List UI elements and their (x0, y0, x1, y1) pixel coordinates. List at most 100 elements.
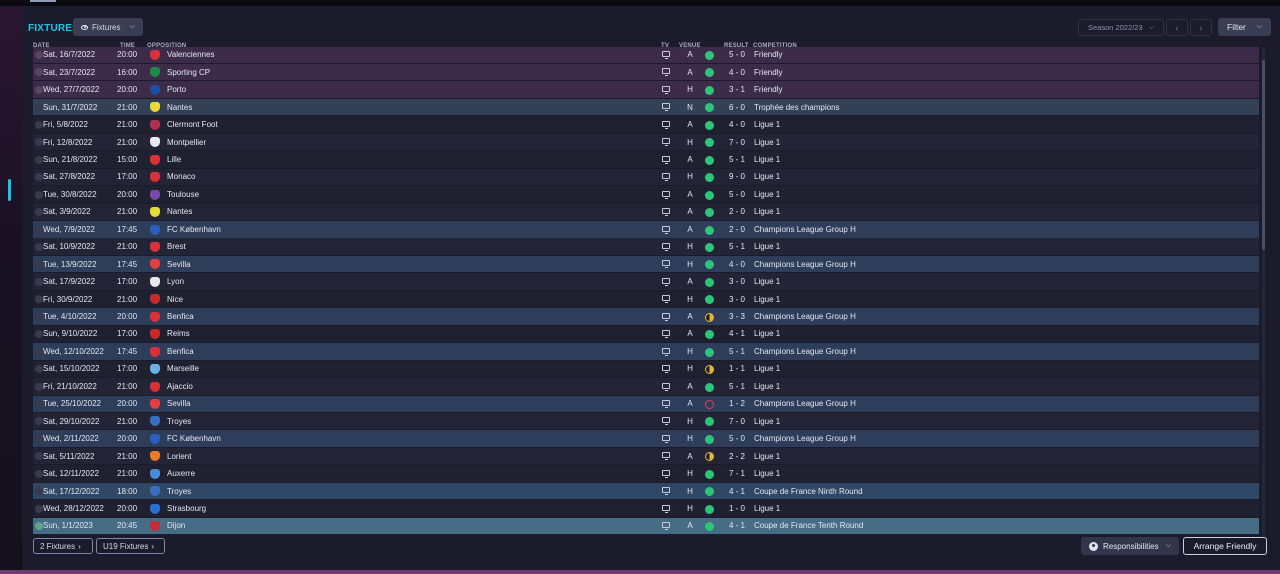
competition-link[interactable]: Friendly (754, 85, 783, 95)
competition-link[interactable]: Ligue 1 (754, 364, 781, 374)
opposition-link[interactable]: Nice (167, 294, 184, 304)
responsibilities-button[interactable]: Responsibilities ⌵ (1081, 537, 1179, 555)
competition-link[interactable]: Ligue 1 (754, 381, 781, 391)
opposition-link[interactable]: Lille (167, 154, 182, 164)
fixture-row[interactable]: Fri, 5/8/2022 21:00 Clermont Foot A 4 - 0 Lig… (33, 116, 1259, 133)
opposition-link[interactable]: Troyes (167, 416, 192, 426)
fixture-score[interactable]: 7 - 0 (728, 416, 745, 426)
fixture-row[interactable]: Wed, 2/11/2022 20:00 FC København H 5 - 0 Cha… (33, 430, 1259, 447)
competition-link[interactable]: Champions League Group H (754, 312, 856, 321)
competition-link[interactable]: Champions League Group H (754, 399, 856, 409)
competition-link[interactable]: Ligue 1 (754, 207, 781, 217)
competition-link[interactable]: Ligue 1 (754, 416, 781, 426)
competition-link[interactable]: Ligue 1 (754, 503, 781, 513)
season-selector[interactable]: Season 2022/23 ⌵ (1078, 19, 1164, 36)
fixture-row[interactable]: Sun, 1/1/2023 20:45 Dijon A 4 - 1 Coupe de Fr… (33, 517, 1259, 535)
left-navigation-rail[interactable] (0, 6, 22, 574)
fixture-row[interactable]: Fri, 21/10/2022 21:00 Ajaccio A 5 - 1 Ligue 1 (33, 378, 1259, 395)
opposition-link[interactable]: Porto (167, 85, 187, 95)
fixture-row[interactable]: Tue, 30/8/2022 20:00 Toulouse A 5 - 0 Ligue 1 (33, 186, 1259, 203)
competition-link[interactable]: Ligue 1 (754, 451, 781, 461)
fixture-row[interactable]: Sat, 29/10/2022 21:00 Troyes H 7 - 0 Ligue 1 (33, 412, 1259, 430)
column-header-time[interactable]: TIME (120, 43, 136, 49)
competition-link[interactable]: Ligue 1 (754, 469, 781, 479)
fixture-score[interactable]: 5 - 0 (728, 434, 745, 444)
competition-link[interactable]: Coupe de France Ninth Round (754, 486, 863, 496)
fixture-row[interactable]: Wed, 27/7/2022 20:00 Porto H 3 - 1 Friendly (33, 81, 1259, 98)
fixture-row[interactable]: Sat, 5/11/2022 21:00 Lorient A 2 - 2 Ligue 1 (33, 447, 1259, 465)
fixture-score[interactable]: 2 - 2 (728, 451, 745, 461)
opposition-link[interactable]: Sevilla (167, 259, 191, 269)
column-header-result[interactable]: RESULT (724, 43, 749, 49)
opposition-link[interactable]: Troyes (167, 486, 192, 496)
opposition-link[interactable]: Benfica (167, 346, 194, 356)
fixture-row[interactable]: Fri, 12/8/2022 21:00 Montpellier H 7 - 0 Ligu… (33, 133, 1259, 151)
competition-link[interactable]: Ligue 1 (754, 329, 781, 339)
competition-link[interactable]: Ligue 1 (754, 242, 781, 252)
fixture-row[interactable]: Sat, 3/9/2022 21:00 Nantes A 2 - 0 Ligue 1 (33, 203, 1259, 221)
fixture-score[interactable]: 2 - 0 (728, 224, 745, 234)
fixture-row[interactable]: Sat, 15/10/2022 17:00 Marseille H 1 - 1 Ligue… (33, 360, 1259, 378)
opposition-link[interactable]: Clermont Foot (167, 120, 218, 130)
fixture-score[interactable]: 5 - 1 (728, 242, 745, 252)
competition-link[interactable]: Champions League Group H (754, 259, 856, 269)
fixture-score[interactable]: 5 - 1 (728, 381, 745, 391)
fixture-row[interactable]: Sat, 17/12/2022 18:00 Troyes H 4 - 1 Coupe de… (33, 482, 1259, 500)
competition-link[interactable]: Ligue 1 (754, 277, 781, 287)
previous-season-button[interactable]: ‹ (1166, 19, 1188, 36)
fixture-score[interactable]: 5 - 1 (728, 154, 745, 164)
fixture-row[interactable]: Fri, 30/9/2022 21:00 Nice H 3 - 0 Ligue 1 (33, 290, 1259, 308)
fixture-score[interactable]: 4 - 0 (728, 259, 745, 269)
fixture-score[interactable]: 3 - 0 (728, 277, 745, 287)
opposition-link[interactable]: Strasbourg (167, 503, 207, 513)
competition-link[interactable]: Champions League Group H (754, 434, 856, 444)
fixture-score[interactable]: 1 - 2 (728, 399, 745, 409)
u19-fixtures-button[interactable]: U19 Fixtures › (96, 538, 165, 554)
opposition-link[interactable]: Sevilla (167, 399, 191, 409)
competition-link[interactable]: Coupe de France Tenth Round (754, 521, 864, 531)
fixture-row[interactable]: Tue, 4/10/2022 20:00 Benfica A 3 - 3 Champion… (33, 308, 1259, 325)
fixture-score[interactable]: 4 - 1 (728, 486, 745, 496)
fixture-row[interactable]: Tue, 25/10/2022 20:00 Sevilla A 1 - 2 Champio… (33, 395, 1259, 412)
scrollbar-thumb[interactable] (1262, 60, 1265, 250)
competition-link[interactable]: Ligue 1 (754, 294, 781, 304)
opposition-link[interactable]: Valenciennes (167, 50, 215, 60)
competition-link[interactable]: Champions League Group H (754, 224, 856, 234)
competition-link[interactable]: Trophée des champions (754, 102, 840, 112)
competition-link[interactable]: Ligue 1 (754, 120, 781, 130)
opposition-link[interactable]: Benfica (167, 312, 194, 321)
fixture-score[interactable]: 3 - 3 (728, 312, 745, 321)
competition-link[interactable]: Ligue 1 (754, 137, 781, 147)
column-header-competition[interactable]: COMPETITION (753, 43, 797, 49)
competition-link[interactable]: Ligue 1 (754, 172, 781, 182)
opposition-link[interactable]: Monaco (167, 172, 196, 182)
fixture-score[interactable]: 3 - 0 (728, 294, 745, 304)
fixture-row[interactable]: Sun, 9/10/2022 17:00 Reims A 4 - 1 Ligue 1 (33, 325, 1259, 343)
opposition-link[interactable]: Montpellier (167, 137, 207, 147)
fixture-row[interactable]: Sun, 31/7/2022 21:00 Nantes N 6 - 0 Trophée d… (33, 98, 1259, 116)
fixture-score[interactable]: 5 - 0 (728, 189, 745, 199)
competition-link[interactable]: Ligue 1 (754, 189, 781, 199)
fixture-row[interactable]: Sat, 16/7/2022 20:00 Valenciennes A 5 - 0 Fri… (33, 47, 1259, 63)
opposition-link[interactable]: Marseille (167, 364, 200, 374)
opposition-link[interactable]: Reims (167, 329, 190, 339)
fixture-score[interactable]: 7 - 1 (728, 469, 745, 479)
column-header-date[interactable]: DATE (33, 43, 50, 49)
opposition-link[interactable]: Auxerre (167, 469, 196, 479)
fixture-row[interactable]: Wed, 28/12/2022 20:00 Strasbourg H 1 - 0 Ligu… (33, 500, 1259, 517)
fixture-score[interactable]: 3 - 1 (728, 85, 745, 95)
view-dropdown-button[interactable]: Fixtures ⌵ (73, 18, 143, 36)
two-fixtures-button[interactable]: 2 Fixtures › (33, 538, 93, 554)
competition-link[interactable]: Ligue 1 (754, 154, 781, 164)
opposition-link[interactable]: Nantes (167, 102, 193, 112)
competition-link[interactable]: Champions League Group H (754, 346, 856, 356)
fixture-score[interactable]: 2 - 0 (728, 207, 745, 217)
scrollbar-track[interactable] (1262, 47, 1265, 537)
opposition-link[interactable]: Lyon (167, 277, 185, 287)
fixture-row[interactable]: Sat, 17/9/2022 17:00 Lyon A 3 - 0 Ligue 1 (33, 273, 1259, 290)
fixture-score[interactable]: 7 - 0 (728, 137, 745, 147)
arrange-friendly-button[interactable]: Arrange Friendly (1183, 537, 1267, 555)
fixture-score[interactable]: 4 - 0 (728, 120, 745, 130)
fixture-score[interactable]: 4 - 1 (728, 329, 745, 339)
opposition-link[interactable]: Sporting CP (167, 67, 211, 77)
